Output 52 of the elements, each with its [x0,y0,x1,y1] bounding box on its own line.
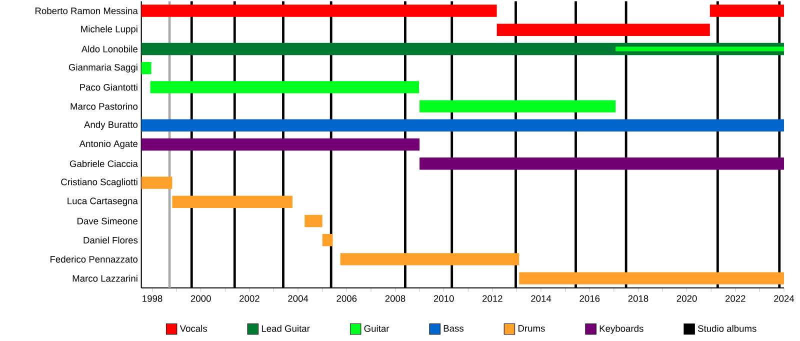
bar [322,234,333,246]
bar [519,272,784,284]
y-tick-label: Dave Simeone [78,217,138,224]
x-tick-label: 1998 [142,295,162,302]
x-tick-label: 2022 [725,295,746,302]
y-tick-label: Marco Pastorino [70,102,138,110]
bar [141,42,784,55]
bar [141,138,420,151]
x-tick-label: 2018 [628,295,648,302]
y-tick-label: Paco Giantotti [80,84,138,91]
x-tick-label: 2000 [190,295,211,302]
y-tick-label: Federico Pennazzato [50,256,138,263]
legend-label: Bass [444,325,464,332]
x-tick-label: 2014 [531,295,552,302]
bar [496,24,710,36]
y-tick-label: Aldo Lonobile [81,45,138,52]
bar [141,4,497,17]
bar [420,157,784,170]
bar [141,119,784,132]
x-tick-label: 2012 [482,295,502,302]
x-tick-label: 2006 [336,295,357,302]
bar [304,214,322,227]
bar [710,4,784,17]
y-tick-label: Michele Luppi [81,25,138,34]
x-tick-label: 2002 [240,295,260,302]
bar [420,100,616,112]
x-tick-label: 2016 [580,295,600,302]
legend-label: Vocals [180,324,207,332]
legend-label: Guitar [364,324,390,332]
bar [172,196,292,208]
legend-label: Studio albums [698,324,756,332]
bar [340,252,520,266]
y-tick-label: Cristiano Scagliotti [61,178,138,188]
y-tick-label: Roberto Ramon Messina [36,7,138,14]
x-tick-label: 2008 [385,295,406,302]
y-tick-label: Daniel Flores [84,236,138,244]
legend-label: Drums [518,325,545,332]
x-tick-label: 2010 [434,295,454,302]
y-tick-label: Andy Buratto [84,120,138,130]
y-tick-label: Luca Cartasegna [68,198,138,206]
y-tick-label: Gianmaria Saggi [68,64,138,72]
bar [150,80,420,94]
x-tick-label: 2024 [774,295,794,302]
bar [141,176,172,189]
legend-label: Lead Guitar [262,324,310,332]
x-tick-label: 2020 [676,295,697,302]
y-tick-label: Gabriele Ciaccia [70,160,138,167]
bar [141,62,152,74]
legend-label: Keyboards [600,324,644,334]
y-tick-label: Antonio Agate [79,140,138,149]
x-tick-label: 2004 [288,295,308,302]
y-tick-label: Marco Lazzarini [72,274,138,282]
